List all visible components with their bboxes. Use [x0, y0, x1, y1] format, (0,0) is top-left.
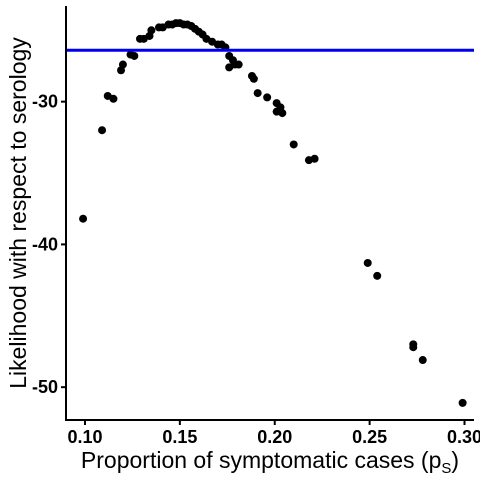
data-point: [363, 258, 372, 267]
data-point: [409, 343, 418, 352]
x-axis-title: Proportion of symptomatic cases (pS): [81, 447, 459, 477]
x-tick-label: 0.25: [352, 427, 387, 447]
data-point: [458, 398, 467, 407]
data-point: [118, 60, 127, 69]
data-point: [79, 214, 88, 223]
y-tick-label: -50: [32, 377, 58, 397]
data-point: [130, 51, 139, 60]
y-axis-ticks: -30 -40 -50: [32, 92, 66, 397]
x-tick-label: 0.10: [67, 427, 102, 447]
data-point: [253, 89, 262, 98]
data-point: [234, 60, 243, 69]
y-tick-label: -30: [32, 92, 58, 112]
y-tick-label: -40: [32, 234, 58, 254]
data-point: [249, 74, 258, 83]
data-points: [79, 19, 467, 407]
y-axis-title: Likelihood with respect to serology: [5, 37, 31, 389]
data-point: [109, 94, 118, 103]
x-tick-label: 0.15: [162, 427, 197, 447]
data-point: [418, 356, 427, 365]
x-tick-label: 0.30: [447, 427, 480, 447]
x-axis-ticks: 0.10 0.15 0.20 0.25 0.30: [67, 420, 480, 447]
x-tick-label: 0.20: [257, 427, 292, 447]
data-point: [263, 93, 272, 102]
data-point: [98, 126, 107, 135]
data-point: [147, 26, 156, 35]
data-point: [278, 109, 287, 118]
data-point: [373, 271, 382, 280]
data-point: [310, 154, 319, 163]
data-point: [289, 140, 298, 149]
